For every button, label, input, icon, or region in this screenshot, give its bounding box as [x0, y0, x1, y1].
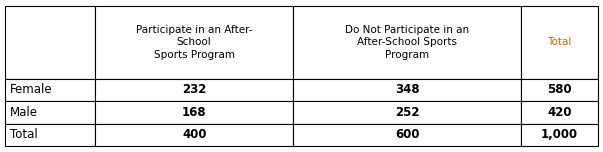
Bar [95, 124, 293, 146]
Text: Do Not Participate in an
After-School Sports
Program: Do Not Participate in an After-School Sp… [345, 25, 469, 60]
Text: 600: 600 [395, 128, 419, 141]
Bar [95, 79, 293, 101]
Bar [5, 79, 95, 101]
Text: 400: 400 [182, 128, 206, 141]
Bar [293, 101, 521, 124]
Bar [5, 101, 95, 124]
Text: Total: Total [548, 37, 572, 47]
Text: 1,000: 1,000 [541, 128, 578, 141]
Text: 232: 232 [182, 83, 206, 97]
Bar [5, 124, 95, 146]
Bar [293, 6, 521, 79]
Bar [293, 79, 521, 101]
Bar [521, 6, 598, 79]
Text: Total: Total [10, 128, 37, 141]
Bar [5, 6, 95, 79]
Text: 348: 348 [395, 83, 420, 97]
Bar [95, 101, 293, 124]
Text: Female: Female [10, 83, 52, 97]
Text: 580: 580 [548, 83, 572, 97]
Text: 168: 168 [182, 106, 207, 119]
Text: Male: Male [10, 106, 37, 119]
Bar [293, 124, 521, 146]
Text: 420: 420 [548, 106, 572, 119]
Text: 252: 252 [395, 106, 419, 119]
Bar [521, 79, 598, 101]
Text: Participate in an After-
School
Sports Program: Participate in an After- School Sports P… [136, 25, 253, 60]
Bar [521, 124, 598, 146]
Bar [95, 6, 293, 79]
Bar [521, 101, 598, 124]
